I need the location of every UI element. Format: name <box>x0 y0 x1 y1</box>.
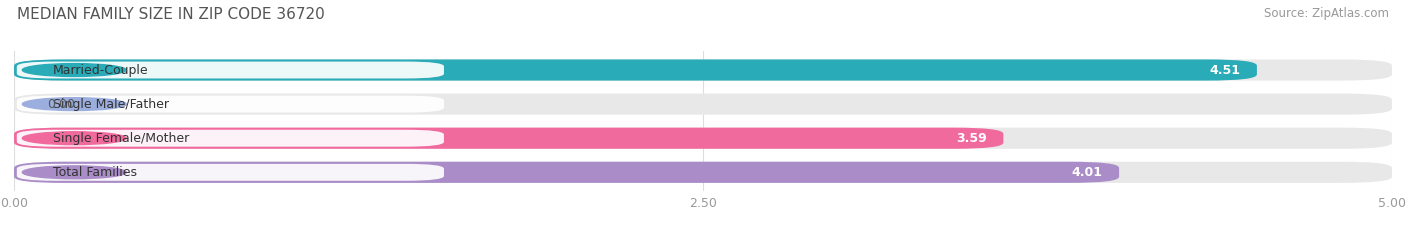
FancyBboxPatch shape <box>14 162 1119 183</box>
FancyBboxPatch shape <box>14 59 1257 81</box>
FancyBboxPatch shape <box>14 59 1392 81</box>
FancyBboxPatch shape <box>17 130 444 147</box>
Text: 0.00: 0.00 <box>48 98 75 111</box>
FancyBboxPatch shape <box>14 93 1392 115</box>
Text: MEDIAN FAMILY SIZE IN ZIP CODE 36720: MEDIAN FAMILY SIZE IN ZIP CODE 36720 <box>17 7 325 22</box>
FancyBboxPatch shape <box>17 164 444 181</box>
Text: Single Male/Father: Single Male/Father <box>52 98 169 111</box>
Text: Total Families: Total Families <box>52 166 136 179</box>
Circle shape <box>22 132 127 145</box>
Text: Source: ZipAtlas.com: Source: ZipAtlas.com <box>1264 7 1389 20</box>
FancyBboxPatch shape <box>14 128 1004 149</box>
Circle shape <box>22 98 127 110</box>
FancyBboxPatch shape <box>14 162 1392 183</box>
Text: 4.01: 4.01 <box>1071 166 1102 179</box>
FancyBboxPatch shape <box>14 128 1392 149</box>
Circle shape <box>22 64 127 76</box>
FancyBboxPatch shape <box>17 62 444 79</box>
Circle shape <box>22 166 127 179</box>
FancyBboxPatch shape <box>17 96 444 113</box>
Text: 4.51: 4.51 <box>1209 64 1240 76</box>
Text: Single Female/Mother: Single Female/Mother <box>52 132 188 145</box>
Text: 3.59: 3.59 <box>956 132 987 145</box>
Text: Married-Couple: Married-Couple <box>52 64 148 76</box>
